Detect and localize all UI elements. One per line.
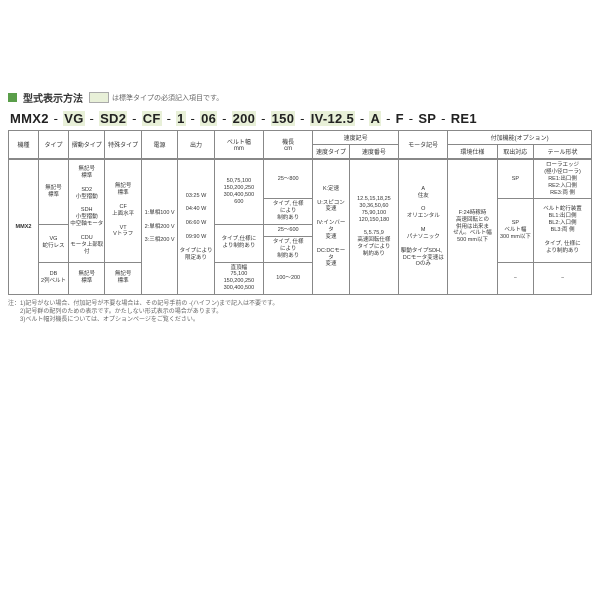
model-seg-3: CF: [142, 111, 162, 126]
cell-len-d: タイプ, 仕様により制約あり: [264, 236, 313, 262]
cell-len-b: タイプ, 仕様により制約あり: [264, 199, 313, 225]
model-seg-0: MMX2: [10, 111, 49, 126]
cell-len-c: 25〜600: [264, 225, 313, 237]
hdr-model: 機種: [9, 131, 39, 159]
model-seg-9: A: [369, 111, 381, 126]
cell-tail-a: ローラエッジ(極小径ローラ)RE1:出口側RE2:入口側RE3:両 側: [534, 160, 592, 199]
header-table: 機種 タイプ 摺動タイプ 特殊タイプ 電源 出力 ベルト幅mm 機長cm 速度記…: [8, 130, 592, 159]
title-marker: [8, 93, 17, 102]
model-seg-4: 1: [176, 111, 186, 126]
hdr-tail: テール形状: [533, 145, 591, 159]
hdr-option-group: 付加機能(オプション): [448, 131, 592, 145]
cell-bw-c: 直頂幅75,100150,200,250300,400,500: [214, 262, 263, 295]
model-sep: -: [381, 111, 395, 126]
model-sep: -: [404, 111, 418, 126]
model-sep: -: [355, 111, 369, 126]
cell-slide: 無記号標準SD2小型摺動SDH小型摺動中空軸モータCDUモータ上部取付: [69, 160, 105, 263]
cell-power: 1:単相100 V2:単相200 V3:三相200 V: [141, 160, 177, 295]
model-sep: -: [127, 111, 141, 126]
model-sep: -: [186, 111, 200, 126]
model-sep: -: [217, 111, 231, 126]
model-seg-11: SP: [418, 111, 436, 126]
body-table: MMX2 無記号標準 無記号標準SD2小型摺動SDH小型摺動中空軸モータCDUモ…: [8, 159, 592, 295]
model-sep: -: [49, 111, 63, 126]
cell-motor: A住友OオリエンタルMパナソニック駆動タイプSDH、DCモータ変速はOのみ: [399, 160, 448, 295]
legend-text: は標準タイプの必須記入項目です。: [112, 93, 223, 103]
model-sep: -: [256, 111, 270, 126]
page-title: 型式表示方法: [23, 90, 83, 105]
model-string: MMX2 - VG - SD2 - CF - 1 - 06 - 200 - 15…: [10, 111, 592, 126]
hdr-pickup: 取出対応: [497, 145, 533, 159]
hdr-length: 機長cm: [263, 131, 312, 159]
footnotes: 注：1)記号がない場合、付加記号が不要な場合は、その記号手前の -(ハイフン)ま…: [8, 301, 592, 324]
model-seg-12: RE1: [451, 111, 477, 126]
cell-pickup-b: SPベルト幅300 mm以下: [497, 199, 533, 262]
cell-type-std: 無記号標準: [39, 160, 69, 225]
cell-bw-b: タイプ,仕様により制約あり: [214, 225, 263, 263]
cell-tail-b: ベルト蛇行装置BL1:出口側BL2:入口側BL3:両 側タイプ, 仕様により制約…: [534, 199, 592, 262]
title-row: 型式表示方法 は標準タイプの必須記入項目です。: [8, 90, 592, 105]
model-seg-1: VG: [63, 111, 84, 126]
cell-special: 無記号標準CF上面水平VTVトラフ: [105, 160, 141, 263]
model-sep: -: [295, 111, 309, 126]
cell-output: 03:25 W04:40 W06:60 W09:90 Wタイプにより限定あり: [178, 160, 214, 295]
hdr-type: タイプ: [39, 131, 69, 159]
hdr-output: 出力: [178, 131, 214, 159]
cell-slide-std: 無記号標準: [69, 262, 105, 295]
cell-env: F:24時稼時高速回転との併用は出来ません。ベルト幅500 mm以下: [448, 160, 497, 295]
cell-bw-a: 50,75,100150,200,250300,400,500600: [214, 160, 263, 225]
hdr-slide: 摺動タイプ: [69, 131, 105, 159]
cell-speedtype: K:定速U:スピコン変速IV:インバータ変速DC:DCモータ変速: [313, 160, 349, 295]
hdr-motor: モータ記号: [398, 131, 447, 159]
model-seg-2: SD2: [99, 111, 127, 126]
hdr-power: 電源: [141, 131, 177, 159]
model-sep: -: [436, 111, 450, 126]
cell-pickup-c: −: [497, 262, 533, 295]
hdr-speedtype: 速度タイプ: [313, 145, 349, 159]
model-seg-7: 150: [271, 111, 296, 126]
cell-type-db: DB2列ベルト: [39, 262, 69, 295]
model-seg-8: IV-12.5: [310, 111, 355, 126]
cell-len-a: 25〜800: [264, 160, 313, 199]
cell-tail-c: −: [534, 262, 592, 295]
hdr-env: 環境仕様: [448, 145, 497, 159]
hdr-special: 特殊タイプ: [105, 131, 141, 159]
cell-len-e: 100〜200: [264, 262, 313, 295]
model-seg-5: 06: [200, 111, 217, 126]
cell-type-vg: VG蛇行レス: [39, 225, 69, 263]
cell-speednum: 12.5,15,18,2530,36,50,6075,90,100120,150…: [349, 160, 398, 295]
cell-pickup-a: SP: [497, 160, 533, 199]
model-sep: -: [85, 111, 99, 126]
model-seg-10: F: [396, 111, 404, 126]
model-sep: -: [162, 111, 176, 126]
hdr-beltwidth: ベルト幅mm: [214, 131, 263, 159]
hdr-speed-group: 速度記号: [313, 131, 399, 145]
cell-model: MMX2: [9, 160, 39, 295]
legend-swatch: [89, 92, 109, 103]
cell-special-std: 無記号標準: [105, 262, 141, 295]
model-seg-6: 200: [232, 111, 257, 126]
legend-hint: は標準タイプの必須記入項目です。: [89, 92, 223, 103]
hdr-speednum: 速度番号: [349, 145, 398, 159]
